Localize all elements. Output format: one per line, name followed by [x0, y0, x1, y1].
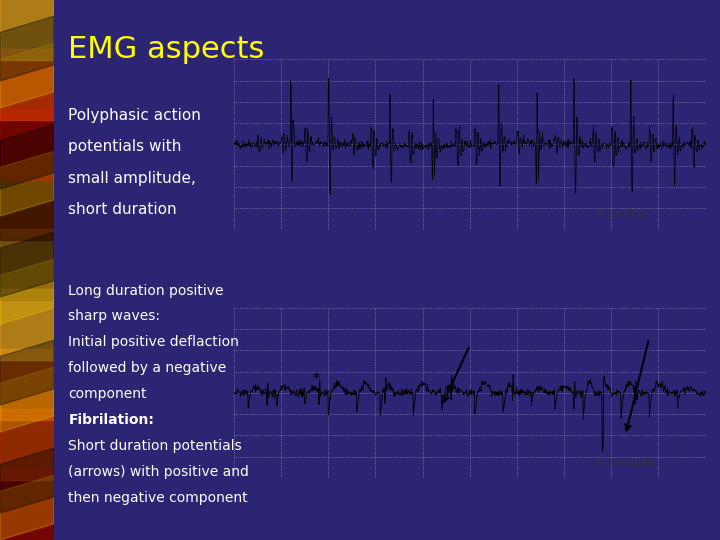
Text: potentials with: potentials with [68, 139, 181, 154]
Text: short duration: short duration [68, 202, 177, 217]
Text: then negative component: then negative component [68, 491, 248, 505]
Bar [0, 109, 54, 180]
Bar [0, 289, 54, 360]
Text: Polyphasic action: Polyphasic action [68, 108, 202, 123]
Text: Short duration potentials: Short duration potentials [68, 439, 242, 453]
Bar [0, 349, 54, 420]
Polygon shape [0, 448, 54, 513]
Text: small amplitude,: small amplitude, [68, 171, 197, 186]
Polygon shape [0, 259, 54, 324]
Polygon shape [0, 340, 54, 405]
Polygon shape [0, 367, 54, 432]
Text: EMG aspects: EMG aspects [68, 35, 265, 64]
Text: followed by a negative: followed by a negative [68, 361, 227, 375]
Text: *: * [312, 372, 320, 387]
Text: Fibrilation:: Fibrilation: [68, 413, 154, 427]
Text: component: component [68, 387, 147, 401]
Bar [0, 229, 54, 300]
Polygon shape [0, 16, 54, 81]
Text: Initial positive deflaction: Initial positive deflaction [68, 335, 239, 349]
Bar [0, 409, 54, 480]
Text: 0.05 mV/div: 0.05 mV/div [597, 458, 656, 468]
Polygon shape [0, 232, 54, 297]
Bar [0, 169, 54, 240]
Bar [0, 0, 54, 60]
Polygon shape [0, 475, 54, 540]
Text: Long duration positive: Long duration positive [68, 284, 224, 298]
Polygon shape [0, 124, 54, 189]
Text: sharp waves:: sharp waves: [68, 309, 161, 323]
Bar [0, 469, 54, 540]
Text: (arrows) with positive and: (arrows) with positive and [68, 465, 249, 479]
Polygon shape [0, 43, 54, 108]
Bar [0, 49, 54, 120]
Text: 0.1 mV/div: 0.1 mV/div [597, 210, 649, 219]
Polygon shape [0, 151, 54, 216]
